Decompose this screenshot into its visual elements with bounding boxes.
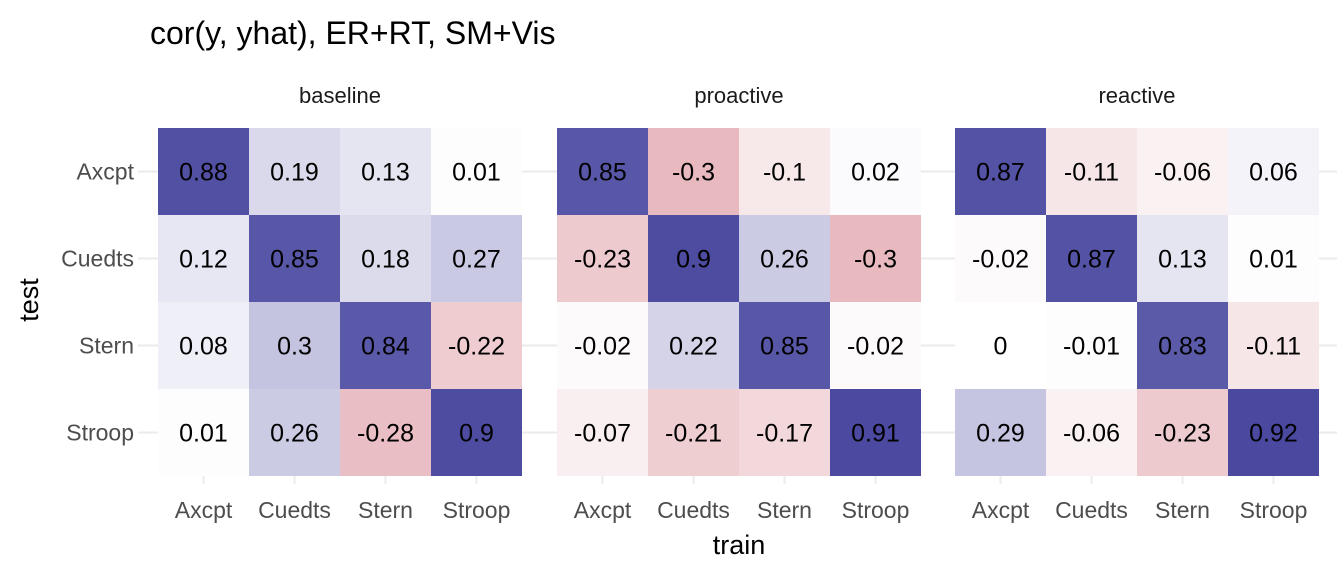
cell-value-label: 0.12 <box>179 246 228 274</box>
facet-panels: baseline 0.88 0.19 0.13 0.01 0.12 0.85 0.18 0.27… <box>61 83 1337 523</box>
cell-value-label: 0.85 <box>578 159 627 187</box>
cell-value-label: -0.02 <box>847 333 904 361</box>
cell-value-label: 0.87 <box>1067 246 1116 274</box>
cell-value-label: 0.85 <box>270 246 319 274</box>
x-tick-label: Stroop <box>1240 497 1308 523</box>
facet-panel-proactive: proactive 0.85 -0.3 -0.1 0.02 -0.23 0.9 0.26 -0.… <box>537 83 939 523</box>
cell-value-label: 0.13 <box>1158 246 1207 274</box>
cell-value-label: 0.22 <box>669 333 718 361</box>
cell-value-label: 0.06 <box>1249 159 1298 187</box>
facet-strip-label: proactive <box>694 83 783 108</box>
cell-value-label: -0.11 <box>1064 159 1119 187</box>
cell-value-label: 0.3 <box>277 333 312 361</box>
cell-value-label: 0.83 <box>1158 333 1207 361</box>
x-tick-label: Stern <box>1155 497 1210 523</box>
cell-value-label: -0.06 <box>1154 159 1211 187</box>
cell-value-label: 0.84 <box>361 333 410 361</box>
cell-value-label: -0.22 <box>448 333 505 361</box>
cell-value-label: -0.3 <box>854 246 897 274</box>
cell-value-label: -0.28 <box>357 420 414 448</box>
cell-value-label: 0.87 <box>976 159 1025 187</box>
cell-value-label: -0.21 <box>665 420 722 448</box>
cell-value-label: -0.02 <box>972 246 1029 274</box>
x-axis-title: train <box>713 530 766 560</box>
cell-value-label: 0.18 <box>361 246 410 274</box>
cell-value-label: -0.07 <box>574 420 631 448</box>
cell-value-label: 0.9 <box>676 246 711 274</box>
cell-value-label: 0.01 <box>179 420 228 448</box>
facet-strip-label: baseline <box>299 83 381 108</box>
x-tick-label: Axcpt <box>175 497 233 523</box>
x-tick-label: Axcpt <box>574 497 632 523</box>
cell-value-label: 0.85 <box>760 333 809 361</box>
cell-value-label: 0.27 <box>452 246 501 274</box>
x-tick-label: Stern <box>358 497 413 523</box>
x-tick-label: Stroop <box>842 497 910 523</box>
cell-value-label: 0.92 <box>1249 420 1298 448</box>
cell-value-label: 0.19 <box>270 159 319 187</box>
cell-value-label: 0.02 <box>851 159 900 187</box>
y-tick-label: Cuedts <box>61 246 134 272</box>
cell-value-label: 0.01 <box>452 159 501 187</box>
cell-value-label: -0.1 <box>763 159 806 187</box>
cell-value-label: 0.01 <box>1249 246 1298 274</box>
cell-value-label: -0.23 <box>574 246 631 274</box>
cell-value-label: 0.88 <box>179 159 228 187</box>
facet-panel-baseline: baseline 0.88 0.19 0.13 0.01 0.12 0.85 0.18 0.27… <box>61 83 540 523</box>
cell-value-label: 0.26 <box>760 246 809 274</box>
y-tick-label: Stroop <box>66 420 134 446</box>
x-tick-label: Stern <box>757 497 812 523</box>
chart-title: cor(y, yhat), ER+RT, SM+Vis <box>150 15 555 51</box>
x-tick-label: Axcpt <box>972 497 1030 523</box>
cell-value-label: 0.9 <box>459 420 494 448</box>
cell-value-label: 0.26 <box>270 420 319 448</box>
cell-value-label: -0.01 <box>1063 333 1120 361</box>
cell-value-label: 0.13 <box>361 159 410 187</box>
cell-value-label: -0.11 <box>1246 333 1301 361</box>
cell-value-label: 0.29 <box>976 420 1025 448</box>
y-tick-label: Axcpt <box>76 159 134 185</box>
y-axis-title: test <box>14 278 44 322</box>
facet-strip-label: reactive <box>1098 83 1175 108</box>
cell-value-label: -0.17 <box>756 420 813 448</box>
cell-value-label: 0.08 <box>179 333 228 361</box>
cell-value-label: -0.06 <box>1063 420 1120 448</box>
cell-value-label: 0.91 <box>851 420 900 448</box>
x-tick-label: Cuedts <box>258 497 331 523</box>
y-tick-label: Stern <box>79 333 134 359</box>
facet-panel-reactive: reactive 0.87 -0.11 -0.06 0.06 -0.02 0.87 0.13 0… <box>935 83 1337 523</box>
x-tick-label: Cuedts <box>657 497 730 523</box>
cell-value-label: -0.3 <box>672 159 715 187</box>
cell-value-label: 0 <box>994 333 1008 361</box>
x-tick-label: Cuedts <box>1055 497 1128 523</box>
x-tick-label: Stroop <box>443 497 511 523</box>
cell-value-label: -0.02 <box>574 333 631 361</box>
cell-value-label: -0.23 <box>1154 420 1211 448</box>
